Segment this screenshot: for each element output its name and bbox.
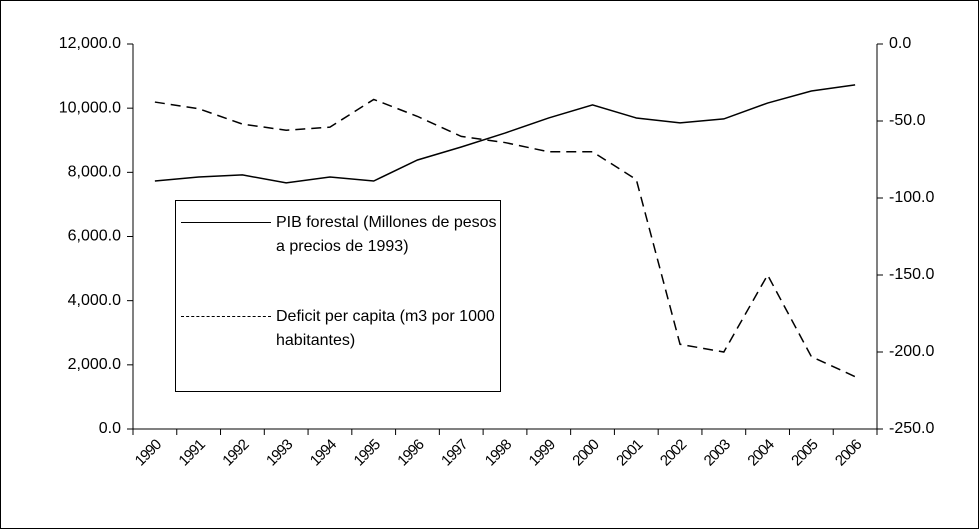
- y-tick-label: 6,000.0: [68, 228, 121, 245]
- y-tick-label: 8,000.0: [68, 164, 121, 181]
- legend: PIB forestal (Millones de pesos a precio…: [175, 200, 501, 392]
- y-tick-label: 4,000.0: [68, 292, 121, 309]
- y2-tick-label: -200.0: [889, 343, 934, 360]
- series-line: [154, 98, 856, 378]
- y2-tick-label: -100.0: [889, 189, 934, 206]
- y2-tick-label: -250.0: [889, 420, 934, 437]
- legend-label: PIB forestal (Millones de pesos a precio…: [276, 214, 497, 255]
- y-tick-label: 2,000.0: [68, 356, 121, 373]
- y2-tick-label: 0.0: [889, 35, 911, 52]
- y-tick-label: 10,000.0: [59, 99, 121, 116]
- y-tick-label: 12,000.0: [59, 35, 121, 52]
- y2-tick-label: -50.0: [889, 112, 926, 129]
- y2-tick-label: -150.0: [889, 266, 934, 283]
- series-line: [154, 84, 856, 184]
- legend-key: [181, 222, 271, 223]
- y-tick-label: 0.0: [99, 420, 121, 437]
- legend-label: Deficit per capita (m3 por 1000 habitant…: [276, 308, 495, 349]
- legend-key: [181, 316, 271, 317]
